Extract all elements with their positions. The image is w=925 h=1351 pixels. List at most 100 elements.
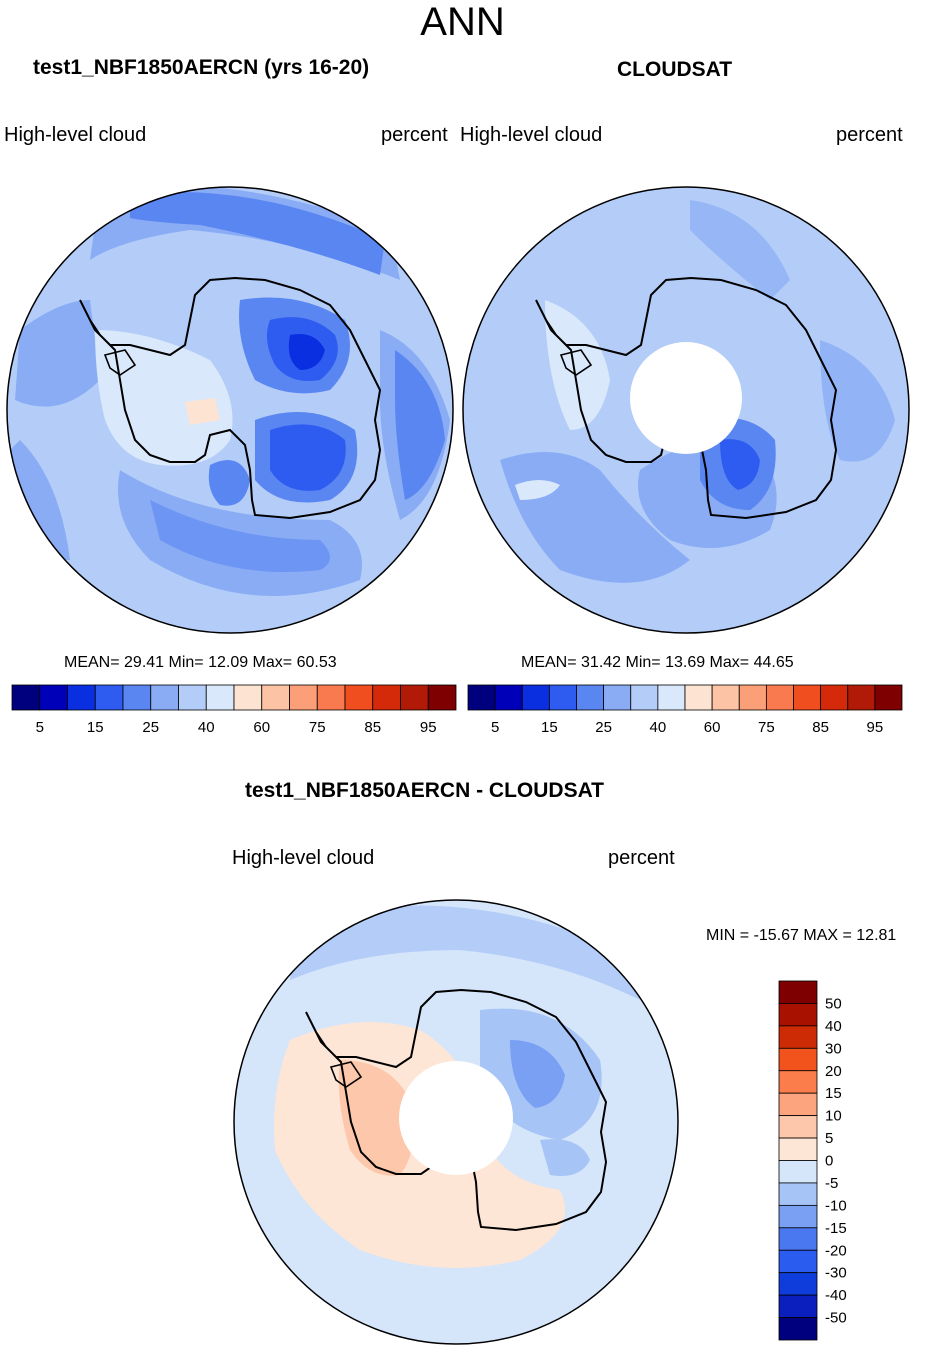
- panel1-colorbar-label: 95: [420, 719, 437, 736]
- panel3-colorbar-label: 40: [825, 1018, 842, 1035]
- panel3-variable-label: High-level cloud: [232, 847, 375, 869]
- panel1-colorbar-swatch: [233, 684, 263, 711]
- panel2-colorbar-swatch: [494, 684, 523, 711]
- panel2-coastline: [535, 276, 838, 520]
- panel2-colorbar-swatch: [874, 684, 903, 711]
- panel3-colorbar-swatch: [778, 1249, 818, 1274]
- panel3-colorbar-swatch: [778, 1115, 818, 1139]
- panel2-colorbar-swatch: [738, 684, 767, 711]
- panel3-colorbar-label: -10: [825, 1197, 847, 1214]
- panel2-colorbar-swatch: [521, 684, 550, 711]
- panel1-colorbar-label: 40: [198, 719, 215, 736]
- panel2-colorbar-swatch: [657, 684, 686, 711]
- panel1-band-north-strong: [130, 192, 385, 275]
- panel2-band-east: [820, 340, 895, 462]
- panel1-band-south-strong: [150, 500, 330, 572]
- panel2-colorbar-swatch: [847, 684, 876, 711]
- panel2-coast-detail: [559, 349, 593, 376]
- panel2-colorbar-label: 60: [704, 719, 721, 736]
- panel1-map-border: [6, 186, 454, 634]
- panel3-colorbar-label: -15: [825, 1220, 847, 1237]
- panel2-light-patch: [515, 480, 560, 500]
- panel2-colorbar-label: 75: [758, 719, 775, 736]
- panel2-variable-label: High-level cloud: [460, 124, 603, 146]
- panel3-map: [234, 900, 678, 1344]
- panel1-colorbar-swatch: [39, 684, 68, 711]
- panel2-colorbar-swatch: [603, 684, 632, 711]
- panel1-colorbar-swatch: [316, 684, 346, 711]
- panel3-warm-core: [338, 1060, 414, 1176]
- panel3-colorbar-label: 50: [825, 995, 842, 1012]
- panel2-map-border: [462, 186, 910, 634]
- panel3-colorbar-swatch: [778, 1137, 818, 1161]
- panel3-units-label: percent: [608, 847, 675, 869]
- panel2-colorbar-label: 85: [812, 719, 829, 736]
- panel3-colorbar-label: -40: [825, 1287, 847, 1304]
- panel3-colorbar-label: -50: [825, 1310, 847, 1327]
- panel2-colorbar-label: 40: [650, 719, 667, 736]
- panel3-colorbar-swatch: [778, 1204, 818, 1229]
- panel2-colorbar-swatch: [711, 684, 740, 711]
- panel1-colorbar-swatch: [372, 684, 401, 711]
- panel1-coastline: [79, 276, 382, 520]
- panel1-colorbar-swatch: [427, 684, 457, 711]
- panel1-map: [7, 187, 453, 633]
- panel2-colorbar-swatch: [576, 684, 605, 711]
- panel3-colorbar-label: 30: [825, 1040, 842, 1057]
- panel1-peninsula-light: [95, 330, 233, 466]
- panel3-colorbar-swatch: [778, 1003, 818, 1027]
- panel2-title: CLOUDSAT: [617, 58, 733, 81]
- panel1-colorbar-swatch: [400, 684, 429, 711]
- panel1-band-southwest: [10, 440, 70, 560]
- panel2-colorbar-label: 25: [595, 719, 612, 736]
- panel1-colorbar-label: 15: [87, 719, 104, 736]
- panel2-pole-gap: [630, 342, 742, 454]
- panel3-colorbar-swatch: [778, 1294, 818, 1318]
- panel1-units-label: percent: [381, 124, 448, 146]
- panel1-colorbar-swatch: [67, 684, 96, 711]
- panel1-colorbar-swatch: [94, 684, 124, 711]
- panel1-colorbar-swatch: [150, 684, 179, 711]
- panel2-map: [463, 187, 909, 633]
- panel1-colorbar-swatch: [289, 684, 318, 711]
- panel1-colorbar: 5 15 25 40 60 75 85 95: [11, 684, 457, 736]
- panel2-colorbar-label: 15: [541, 719, 558, 736]
- panel2-units-label: percent: [836, 124, 903, 146]
- panel1-colorbar-swatch: [11, 684, 41, 711]
- panel1-warm-patch: [185, 398, 220, 425]
- panel2-colorbar-swatch: [467, 684, 496, 711]
- panel1-colorbar-swatch: [205, 684, 235, 711]
- panel3-colorbar-label: 0: [825, 1153, 833, 1170]
- panel3-coastline: [305, 988, 608, 1232]
- panel3-colorbar-label: 20: [825, 1063, 842, 1080]
- panel1-colorbar-swatch: [122, 684, 152, 711]
- panel1-core-2-mid: [270, 424, 346, 491]
- panel3-colorbar-swatch: [778, 1025, 818, 1049]
- panel1-band-west: [15, 300, 100, 407]
- panel3-colorbar-label: -30: [825, 1265, 847, 1282]
- panel1-colorbar-swatch: [178, 684, 207, 711]
- panel3-colorbar-label: -20: [825, 1242, 847, 1259]
- panel2-colorbar-swatch: [793, 684, 822, 711]
- panel3-colorbar-label: 15: [825, 1085, 842, 1102]
- panel1-colorbar-label: 5: [36, 719, 44, 736]
- panel3-colorbar-swatch: [778, 1070, 818, 1094]
- panel3-title: test1_NBF1850AERCN - CLOUDSAT: [245, 779, 605, 802]
- panel1-colorbar-label: 60: [253, 719, 270, 736]
- panel1-colorbar-label: 25: [142, 719, 159, 736]
- panel3-stats: MIN = -15.67 MAX = 12.81: [706, 927, 897, 944]
- panel1-coast-detail: [103, 349, 137, 376]
- panel3-colorbar-label: 5: [825, 1130, 833, 1147]
- panel3-pole-gap: [399, 1061, 513, 1175]
- panel1-variable-label: High-level cloud: [4, 124, 147, 146]
- panel3-cool-east-mid: [510, 1040, 565, 1108]
- panel2-colorbar-swatch: [548, 684, 577, 711]
- panel2-band-north: [690, 200, 790, 300]
- panel2-colorbar-swatch: [820, 684, 849, 711]
- panel3-colorbar-swatch: [778, 1272, 818, 1296]
- panel3-cool-patch: [540, 1139, 590, 1176]
- panel2-colorbar: 5 15 25 40 60 75 85 95: [467, 684, 903, 736]
- panel1-colorbar-swatch: [261, 684, 290, 711]
- panel3-colorbar-swatch: [778, 1047, 818, 1072]
